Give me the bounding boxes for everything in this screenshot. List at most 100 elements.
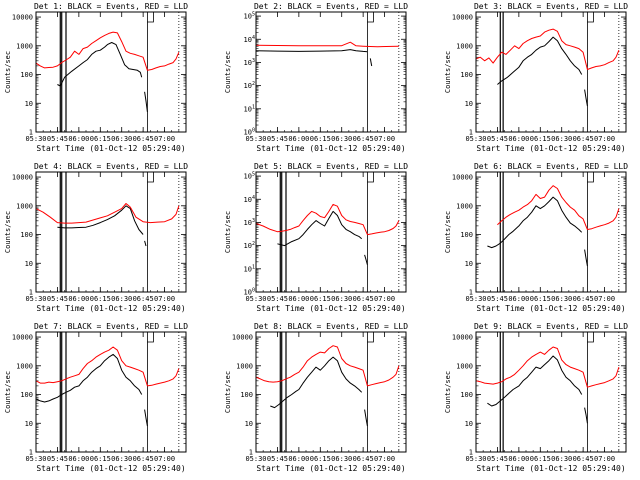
det-2-plot-area: [256, 12, 400, 132]
det-2-ytick-label: 103: [244, 58, 255, 67]
det-1-xtick-label: 06:00: [68, 135, 89, 143]
det-6-xtick-label: 06:45: [573, 295, 594, 303]
det-6-xtick-label: 06:15: [530, 295, 551, 303]
det-1-xtick-label: 06:15: [90, 135, 111, 143]
det-5-series-lld: [256, 203, 400, 236]
det-3-series-events: [497, 36, 583, 85]
det-1-ytick-label: 10: [25, 100, 33, 108]
det-8-xtick-label: 05:30: [245, 455, 266, 463]
det-4-panel: Det 4: BLACK = Events, RED = LLD Counts/s…: [4, 162, 188, 313]
det-6-title: Det 6: BLACK = Events, RED = LLD: [474, 162, 628, 171]
det-6-ytick-label: 10: [465, 260, 473, 268]
det-5-xtick-label: 06:00: [288, 295, 309, 303]
det-4-xtick-label: 06:15: [90, 295, 111, 303]
det-3-xtick-label: 06:30: [551, 135, 572, 143]
det-2-ytick-label: 104: [244, 35, 255, 44]
det-8-plot-area: [256, 332, 400, 452]
det-5-ytick-exponent: 0: [252, 288, 255, 294]
det-3-ytick-label: 1000: [456, 42, 473, 50]
det-5-ytick-label: 104: [244, 195, 255, 204]
det-9-frame: [475, 331, 627, 453]
det-5-ytick-exponent: 1: [252, 264, 255, 270]
det-2-xtick-label: 06:15: [310, 135, 331, 143]
det-1-xtick-label: 07:00: [154, 135, 175, 143]
det-8-panel: Det 8: BLACK = Events, RED = LLD Counts/s…: [224, 322, 408, 473]
det-9-plot-area: [476, 332, 620, 452]
det-5-series-events: [364, 254, 368, 265]
det-2-ytick-exponent: 2: [252, 81, 255, 87]
det-8-ytick-label: 1000: [236, 362, 253, 370]
det-2-series-events: [369, 58, 373, 67]
det-5-title: Det 5: BLACK = Events, RED = LLD: [254, 162, 408, 171]
det-3-plot-area: [476, 12, 620, 132]
det-5-plot-area: [256, 172, 400, 292]
det-3-panel: Det 3: BLACK = Events, RED = LLD Counts/s…: [444, 2, 628, 153]
det-4-frame: [35, 171, 187, 293]
det-8-xlabel: Start Time (01-Oct-12 05:29:40): [256, 464, 405, 473]
det-6-xlabel: Start Time (01-Oct-12 05:29:40): [476, 304, 625, 313]
det-4-ytick-label: 100: [20, 231, 33, 239]
det-4-plot-area: [36, 172, 180, 292]
det-7-xtick-label: 07:00: [154, 455, 175, 463]
det-2-box-marker: [367, 12, 374, 23]
det-8-xtick-label: 06:00: [288, 455, 309, 463]
det-1-xtick-label: 06:45: [133, 135, 154, 143]
det-2-ytick-label: 102: [244, 81, 255, 90]
det-7-series-events: [144, 409, 148, 427]
det-5-ytick-label: 102: [244, 241, 255, 250]
det-7-ytick-label: 10: [25, 420, 33, 428]
det-4-xtick-label: 06:30: [111, 295, 132, 303]
det-5-xtick-label: 06:15: [310, 295, 331, 303]
det-3-series-events: [584, 89, 588, 107]
det-9-ytick-label: 1: [469, 449, 473, 457]
det-7-xtick-label: 06:15: [90, 455, 111, 463]
det-9-ytick-label: 100: [460, 391, 473, 399]
det-4-xtick-label: 07:00: [154, 295, 175, 303]
det-4-series-events: [57, 205, 144, 235]
det-1-series-events: [144, 91, 148, 112]
det-9-xtick-label: 06:30: [551, 455, 572, 463]
det-3-xtick-label: 05:30: [465, 135, 486, 143]
det-8-xtick-label: 05:45: [267, 455, 288, 463]
det-5-xtick-label: 05:45: [267, 295, 288, 303]
det-1-frame: [35, 11, 187, 133]
det-4-xtick-label: 05:45: [47, 295, 68, 303]
det-9-ytick-label: 10: [465, 420, 473, 428]
det-5-ytick-exponent: 3: [252, 218, 255, 224]
det-2-xtick-label: 06:00: [288, 135, 309, 143]
det-1-plot-area: [36, 12, 180, 132]
det-3-ytick-label: 1: [469, 129, 473, 137]
det-9-title: Det 9: BLACK = Events, RED = LLD: [474, 322, 628, 331]
det-4-ytick-label: 1: [29, 289, 33, 297]
det-4-ytick-label: 10: [25, 260, 33, 268]
det-9-xtick-label: 05:45: [487, 455, 508, 463]
det-2-ytick-exponent: 5: [252, 12, 255, 18]
det-6-xtick-label: 05:30: [465, 295, 486, 303]
det-6-ylabel: Counts/sec: [444, 211, 452, 253]
det-8-xtick-label: 06:15: [310, 455, 331, 463]
det-1-series-events: [57, 42, 143, 87]
det-9-xtick-label: 07:00: [594, 455, 615, 463]
det-6-frame: [475, 171, 627, 293]
det-5-xlabel: Start Time (01-Oct-12 05:29:40): [256, 304, 405, 313]
det-6-ytick-label: 1000: [456, 202, 473, 210]
det-1-title: Det 1: BLACK = Events, RED = LLD: [34, 2, 188, 11]
det-9-xtick-label: 06:00: [508, 455, 529, 463]
det-5-ytick-label: 100: [244, 288, 255, 297]
det-2-ytick-exponent: 0: [252, 128, 255, 134]
det-6-xtick-label: 05:45: [487, 295, 508, 303]
det-9-ytick-label: 1000: [456, 362, 473, 370]
det-6-xtick-label: 06:00: [508, 295, 529, 303]
det-8-box-marker: [367, 332, 374, 343]
det-2-ytick-exponent: 4: [252, 35, 255, 41]
det-4-xtick-label: 06:00: [68, 295, 89, 303]
det-2-xtick-label: 06:45: [353, 135, 374, 143]
det-3-box-marker: [587, 12, 594, 23]
det-1-ytick-label: 1000: [16, 42, 33, 50]
det-5-ytick-exponent: 4: [252, 195, 255, 201]
det-5-ytick-label: 103: [244, 218, 255, 227]
det-5-series-events: [277, 210, 363, 247]
det-3-ytick-label: 10000: [452, 14, 473, 22]
det-2-ytick-exponent: 1: [252, 104, 255, 110]
